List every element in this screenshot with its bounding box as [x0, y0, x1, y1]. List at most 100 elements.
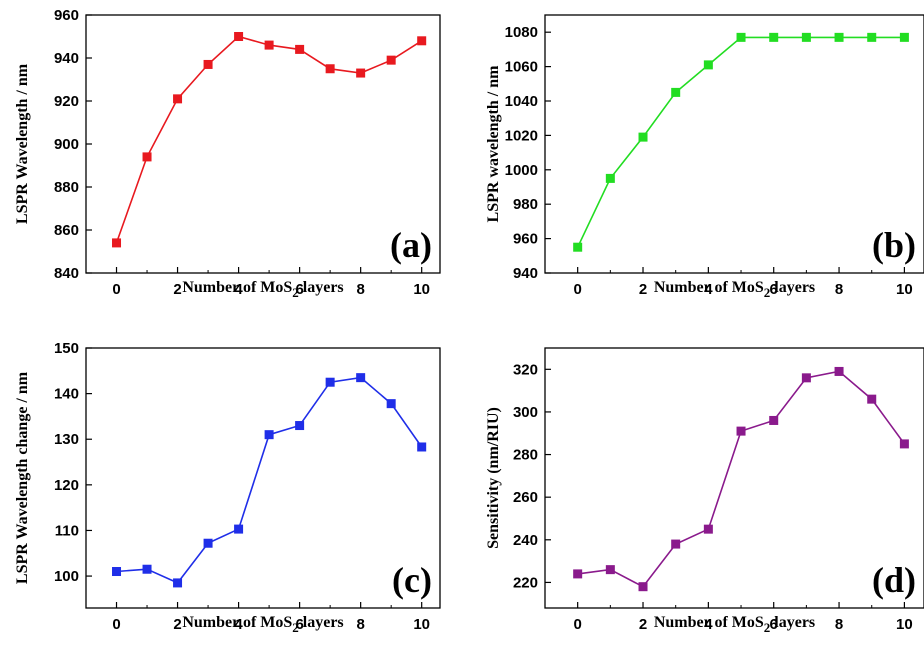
data-point [736, 32, 746, 42]
x-tick-label: 8 [835, 281, 843, 298]
y-tick-label: 320 [513, 361, 538, 378]
x-tick-label: 4 [704, 281, 713, 298]
y-tick-label: 1060 [505, 59, 538, 76]
y-axis-title: LSPR Wavelength change / nm [14, 371, 31, 584]
data-point [295, 44, 305, 54]
data-point [173, 578, 183, 588]
x-tick-label: 6 [295, 281, 303, 298]
y-tick-label: 140 [54, 386, 79, 403]
panel-d: 0 2 4 6 8 10 220 240 260 280 300 320 (d) Number of Mo… [485, 347, 924, 635]
x-tick-label: 0 [574, 616, 582, 633]
data-point [356, 373, 366, 383]
x-tick-label: 2 [639, 281, 647, 298]
y-axis-title: LSPR Wavelength / nm [14, 63, 31, 224]
data-point [234, 524, 244, 534]
y-tick-label: 920 [54, 93, 79, 110]
data-point [605, 565, 615, 575]
y-tick-label: 110 [55, 522, 79, 539]
data-point [112, 567, 122, 577]
x-tick-label: 10 [413, 616, 430, 633]
x-tick-label: 0 [112, 281, 120, 298]
y-tick-label: 150 [54, 340, 79, 357]
data-point [834, 366, 844, 376]
y-tick-label: 940 [54, 50, 79, 67]
data-point [203, 538, 213, 548]
y-tick-label: 1040 [505, 93, 538, 110]
x-tick-label: 6 [770, 616, 778, 633]
data-point [671, 539, 681, 549]
y-tick-label: 300 [513, 404, 538, 421]
x-axis-title: Number of MoS2 layers [654, 279, 815, 300]
data-point [899, 32, 909, 42]
series-line [116, 376, 423, 584]
data-point [671, 87, 681, 97]
x-tick-label: 8 [835, 616, 843, 633]
x-tick-label: 6 [770, 281, 778, 298]
y-tick-label: 220 [513, 574, 538, 591]
y-tick-label: 1080 [505, 24, 538, 41]
x-axis-title: Number of MoS2 layers [654, 614, 815, 635]
x-tick-label: 10 [413, 281, 430, 298]
x-tick-label: 2 [173, 281, 181, 298]
data-point [264, 430, 274, 440]
data-point [834, 32, 844, 42]
data-point [295, 421, 305, 431]
panel-label: (d) [872, 560, 916, 600]
x-tick-label: 2 [639, 616, 647, 633]
y-tick-label: 880 [54, 179, 79, 196]
x-tick-label: 4 [234, 616, 243, 633]
y-tick-label: 900 [54, 136, 79, 153]
panel-a: 0 2 4 6 8 10 840 860 880 900 920 940 960 (a) Number of… [14, 7, 441, 300]
x-tick-label: 2 [173, 616, 181, 633]
panel-c: 0 2 4 6 8 10 100 110 120 130 140 150 (c) Number of Mo… [14, 340, 441, 635]
x-tick-label: 10 [896, 281, 913, 298]
plot-frame [85, 347, 441, 609]
y-tick-label: 960 [513, 231, 538, 248]
plot-frame [85, 14, 441, 274]
series-line [115, 35, 423, 244]
x-tick-label: 0 [574, 281, 582, 298]
data-point [386, 399, 396, 409]
data-point [605, 173, 615, 183]
y-axis-title: Sensitivity (nm/RIU) [485, 407, 502, 549]
data-point [573, 569, 583, 579]
data-point [573, 242, 583, 252]
data-point [769, 415, 779, 425]
y-tick-label: 960 [54, 7, 79, 24]
y-tick-label: 940 [513, 265, 538, 282]
data-point [173, 94, 183, 104]
panel-label: (c) [392, 560, 432, 600]
data-point [142, 564, 152, 574]
y-tick-label: 1020 [505, 127, 538, 144]
data-point [417, 442, 427, 452]
data-point [638, 582, 648, 592]
data-point [325, 64, 335, 74]
y-tick-label: 860 [54, 222, 79, 239]
y-axis-title: LSPR wavelength / nm [485, 65, 502, 223]
x-tick-label: 8 [356, 281, 364, 298]
data-point [417, 36, 427, 46]
data-point [234, 32, 244, 41]
y-tick-label: 130 [54, 431, 79, 448]
y-tick-label: 980 [513, 196, 538, 213]
x-axis-title: Number of MoS2 layers [182, 614, 343, 635]
y-tick-label: 100 [54, 568, 79, 585]
panel-label: (a) [390, 225, 432, 265]
data-point [356, 68, 366, 78]
x-tick-label: 4 [704, 616, 713, 633]
x-tick-label: 4 [234, 281, 243, 298]
series-line [576, 36, 905, 248]
x-axis-title: Number of MoS2 layers [182, 279, 343, 300]
panel-label: (b) [872, 225, 916, 265]
y-tick-label: 1000 [505, 162, 538, 179]
data-point [899, 439, 909, 449]
panel-b: 0 2 4 6 8 10 940 960 980 1000 1020 1040 1060 1080 (b) N… [485, 14, 924, 300]
x-tick-label: 0 [112, 616, 120, 633]
data-point [264, 40, 274, 50]
data-point [867, 394, 877, 404]
y-tick-label: 260 [513, 489, 538, 506]
data-point [325, 377, 335, 387]
data-point [801, 32, 811, 42]
